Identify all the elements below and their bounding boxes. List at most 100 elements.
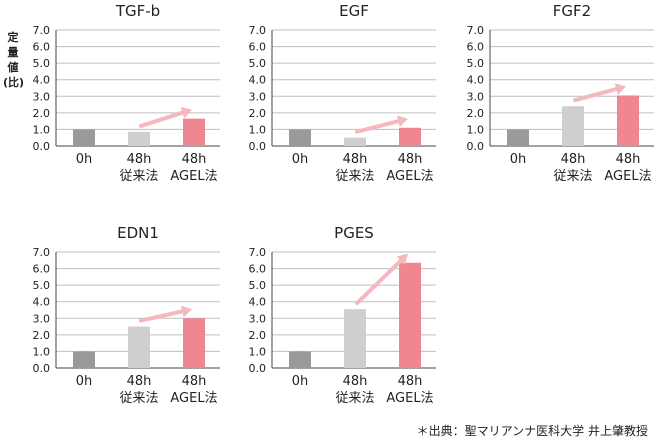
- x-tick-label: 48h: [182, 374, 207, 389]
- y-tick-label: 7.0: [467, 24, 485, 37]
- x-tick-label: 48h: [398, 374, 423, 389]
- x-tick-label: 従来法: [335, 391, 374, 406]
- y-tick-label: 2.0: [467, 107, 485, 120]
- x-tick-label: 48h: [127, 152, 152, 167]
- trend-arrow-shaft: [139, 110, 185, 128]
- bar: [344, 309, 366, 368]
- bar: [289, 351, 311, 368]
- x-tick-label: 48h: [127, 374, 152, 389]
- y-tick-label: 6.0: [249, 41, 267, 54]
- x-tick-label: 0h: [292, 152, 309, 167]
- bar: [289, 129, 311, 146]
- y-tick-label: 4.0: [33, 74, 51, 87]
- y-tick-label: 5.0: [467, 57, 485, 70]
- trend-arrow-head: [180, 106, 192, 119]
- y-tick-label: 7.0: [33, 24, 51, 37]
- y-tick-label: 1.0: [33, 345, 51, 358]
- x-tick-label: AGEL法: [170, 391, 217, 406]
- x-tick-label: 48h: [616, 152, 641, 167]
- x-tick-label: 従来法: [553, 169, 592, 184]
- chart-title: TGF-b: [115, 2, 160, 20]
- y-tick-label: 6.0: [249, 263, 267, 276]
- bar: [128, 131, 150, 146]
- y-tick-label: 2.0: [249, 107, 267, 120]
- y-tick-label: 3.0: [33, 312, 51, 325]
- chart-title: PGES: [334, 224, 374, 242]
- y-axis-label-char: 量: [7, 46, 19, 59]
- bar: [73, 351, 95, 368]
- x-tick-label: 48h: [561, 152, 586, 167]
- y-tick-label: 4.0: [249, 74, 267, 87]
- y-tick-label: 3.0: [249, 90, 267, 103]
- bar: [617, 95, 639, 146]
- y-tick-label: 6.0: [33, 41, 51, 54]
- bar: [399, 127, 421, 146]
- y-tick-label: 7.0: [33, 246, 51, 259]
- trend-arrow-head: [396, 253, 408, 266]
- trend-arrow-shaft: [139, 309, 185, 323]
- y-tick-label: 2.0: [249, 329, 267, 342]
- y-tick-label: 0.0: [33, 362, 51, 375]
- x-tick-label: 0h: [76, 374, 93, 389]
- trend-arrow-shaft: [355, 119, 401, 134]
- bar: [507, 129, 529, 146]
- y-axis-label: 定 量 値 (比): [3, 30, 25, 90]
- y-tick-label: 0.0: [467, 140, 485, 153]
- x-tick-label: AGEL法: [604, 169, 651, 184]
- y-axis-label-char: 定: [7, 31, 19, 44]
- y-tick-label: 4.0: [467, 74, 485, 87]
- y-tick-label: 0.0: [249, 140, 267, 153]
- chart-title: FGF2: [553, 2, 591, 20]
- y-tick-label: 6.0: [467, 41, 485, 54]
- y-tick-label: 2.0: [33, 329, 51, 342]
- trend-arrow-head: [614, 83, 626, 95]
- y-tick-label: 3.0: [33, 90, 51, 103]
- y-tick-label: 5.0: [249, 279, 267, 292]
- trend-arrow-head: [180, 305, 192, 318]
- y-tick-label: 3.0: [249, 312, 267, 325]
- bar: [183, 118, 205, 146]
- y-tick-label: 1.0: [249, 345, 267, 358]
- y-tick-label: 5.0: [33, 279, 51, 292]
- y-tick-label: 4.0: [33, 296, 51, 309]
- chart-title: EGF: [339, 2, 369, 20]
- x-tick-label: 従来法: [119, 169, 158, 184]
- y-tick-label: 1.0: [249, 123, 267, 136]
- y-tick-label: 5.0: [249, 57, 267, 70]
- x-tick-label: AGEL法: [386, 391, 433, 406]
- bar: [399, 262, 421, 368]
- x-tick-label: 48h: [343, 152, 368, 167]
- chart-title: EDN1: [117, 224, 159, 242]
- x-tick-label: 48h: [182, 152, 207, 167]
- y-tick-label: 7.0: [249, 246, 267, 259]
- x-tick-label: 48h: [398, 152, 423, 167]
- y-tick-label: 4.0: [249, 296, 267, 309]
- y-tick-label: 2.0: [33, 107, 51, 120]
- y-tick-label: 5.0: [33, 57, 51, 70]
- bar: [562, 106, 584, 146]
- x-tick-label: 0h: [510, 152, 527, 167]
- x-tick-label: AGEL法: [386, 169, 433, 184]
- trend-arrow-shaft: [355, 258, 403, 306]
- y-axis-label-char: (比): [3, 76, 25, 89]
- bar: [344, 137, 366, 146]
- trend-arrow-shaft: [573, 87, 619, 103]
- bar: [128, 326, 150, 368]
- y-tick-label: 0.0: [33, 140, 51, 153]
- x-tick-label: 0h: [292, 374, 309, 389]
- y-tick-label: 6.0: [33, 263, 51, 276]
- y-tick-label: 1.0: [467, 123, 485, 136]
- bar: [183, 318, 205, 368]
- x-tick-label: 従来法: [119, 391, 158, 406]
- y-tick-label: 1.0: [33, 123, 51, 136]
- source-note: ＊出典：聖マリアンナ医科大学 井上肇教授: [416, 424, 648, 438]
- x-tick-label: 48h: [343, 374, 368, 389]
- x-tick-label: 従来法: [335, 169, 374, 184]
- y-tick-label: 3.0: [467, 90, 485, 103]
- y-tick-label: 7.0: [249, 24, 267, 37]
- bar: [73, 129, 95, 146]
- y-tick-label: 0.0: [249, 362, 267, 375]
- y-axis-label-char: 値: [7, 61, 19, 74]
- x-tick-label: 0h: [76, 152, 93, 167]
